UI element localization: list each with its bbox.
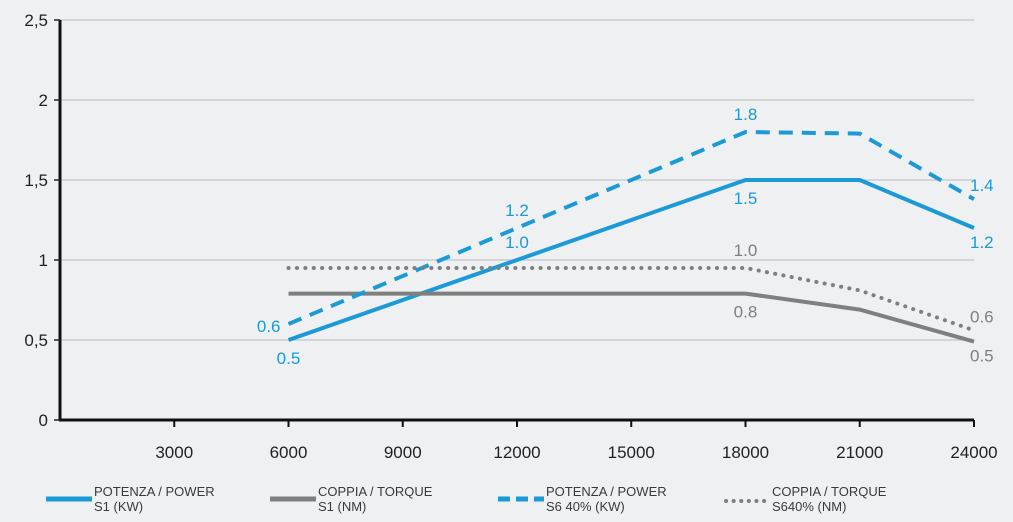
legend-item-torque-s1: COPPIA / TORQUE S1 (NM) [270, 484, 432, 514]
axes [58, 20, 974, 422]
y-tick-label: 1,5 [24, 171, 48, 190]
x-tick-label: 24000 [950, 443, 997, 462]
data-label: 1.0 [734, 241, 758, 260]
data-label: 1.8 [734, 105, 758, 124]
x-tick-label: 21000 [836, 443, 883, 462]
x-tick-label: 3000 [155, 443, 193, 462]
data-label: 0.5 [277, 349, 301, 368]
y-tick-label: 2,5 [24, 11, 48, 30]
series-line-s6nm [286, 266, 976, 333]
y-tick-label: 0 [39, 411, 48, 430]
data-label: 1.2 [505, 201, 529, 220]
data-label: 1.0 [505, 233, 529, 252]
legend-item-power-s6: POTENZA / POWER S6 40% (KW) [498, 484, 667, 514]
legend-swatch-torque-s6 [724, 499, 772, 503]
x-tick-label: 9000 [384, 443, 422, 462]
x-axis-ticks: 3000 6000 9000 12000 15000 18000 21000 24000 [155, 420, 998, 462]
grid-lines [60, 19, 974, 341]
y-tick-label: 1 [39, 251, 48, 270]
x-tick-label: 15000 [608, 443, 655, 462]
legend-label-line2: S1 (KW) [94, 499, 144, 514]
legend-label-line2: S1 (NM) [318, 499, 367, 514]
data-label: 1.2 [970, 233, 994, 252]
series-line-s1kw [287, 178, 975, 342]
data-label: 1.4 [970, 176, 994, 195]
line-chart: 0 0,5 1 1,5 2 2,5 3000 6000 9000 12000 15000 18000… [24, 11, 998, 462]
legend-label-line1: POTENZA / POWER [546, 484, 667, 499]
data-label: 0.6 [970, 307, 994, 326]
legend-label-line1: COPPIA / TORQUE [318, 484, 433, 499]
legend-item-torque-s6: COPPIA / TORQUE S640% (NM) [724, 484, 886, 514]
data-label: 0.8 [734, 303, 758, 322]
x-tick-label: 18000 [722, 443, 769, 462]
y-axis-ticks: 0 0,5 1 1,5 2 2,5 [24, 11, 60, 430]
legend-label-line2: S6 40% (KW) [546, 499, 625, 514]
legend-label-line2: S640% (NM) [772, 499, 847, 514]
series-lines [286, 129, 976, 344]
x-tick-label: 12000 [493, 443, 540, 462]
series-line-s1nm [288, 291, 975, 344]
x-tick-label: 6000 [270, 443, 308, 462]
data-labels: 0.6 0.5 1.2 1.0 1.8 1.5 1.0 0.8 1.4 1.2 0.6 0.5 [257, 105, 994, 368]
legend-swatch-power-s1 [46, 496, 92, 502]
y-tick-label: 2 [39, 91, 48, 110]
legend: POTENZA / POWER S1 (KW) COPPIA / TORQUE … [0, 484, 1013, 522]
data-label: 1.5 [734, 189, 758, 208]
series-line-s6kw [287, 129, 975, 326]
legend-item-power-s1: POTENZA / POWER S1 (KW) [46, 484, 215, 514]
legend-label-line1: POTENZA / POWER [94, 484, 215, 499]
data-label: 0.6 [257, 317, 281, 336]
legend-swatch-power-s6 [498, 496, 544, 502]
legend-swatch-torque-s1 [270, 496, 316, 502]
y-tick-label: 0,5 [24, 331, 48, 350]
legend-label-line1: COPPIA / TORQUE [772, 484, 887, 499]
data-label: 0.5 [970, 347, 994, 366]
